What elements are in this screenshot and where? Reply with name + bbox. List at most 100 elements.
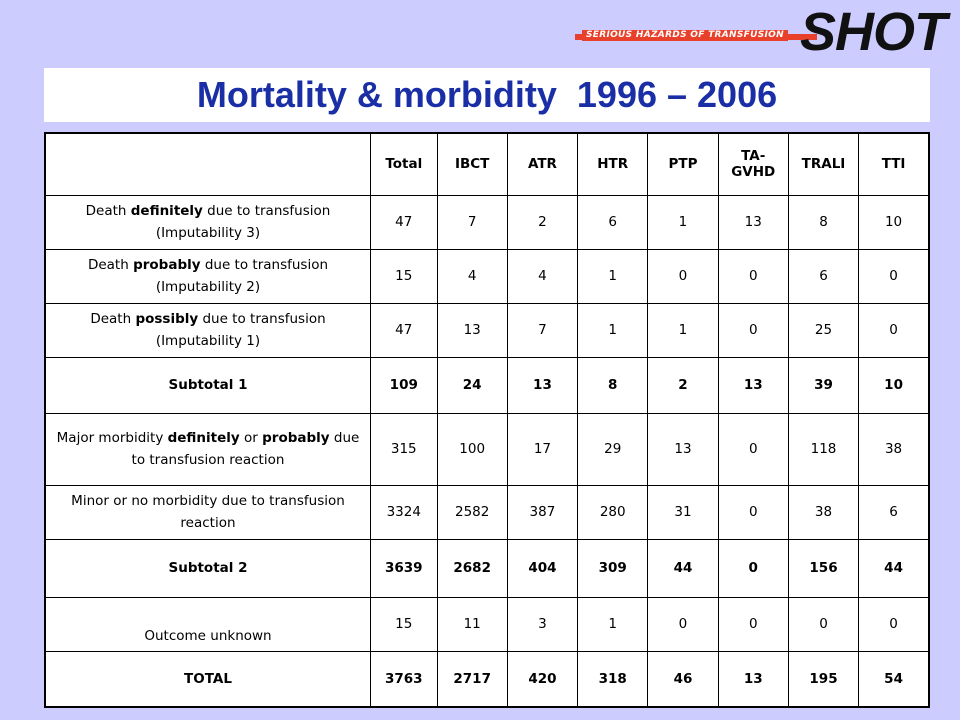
table-cell: 1 [577,248,649,304]
table-cell: 38 [787,484,860,540]
table-cell: 195 [787,650,860,708]
row-label-part: or [239,430,263,446]
logo-text: SHOT [800,2,947,62]
column-header: ATR [506,132,579,196]
table-cell: 0 [647,248,719,304]
table-header-row: Total IBCT ATR HTR PTP TA- GVHD TRALI TTI [44,132,930,196]
table-cell: 13 [436,302,508,358]
table-cell: 15 [369,248,438,304]
table-body: Death definitely due to transfusion (Imp… [44,194,930,708]
row-label-part: definitely [130,203,203,219]
table-cell: 13 [506,356,579,414]
table-cell: 13 [717,356,789,414]
page-title: Mortality & morbidity 1996 – 2006 [196,74,778,115]
column-header: TRALI [787,132,860,196]
column-header: PTP [647,132,719,196]
row-label-part: probably [133,257,201,273]
row-label-part: Major morbidity [56,430,168,446]
table-row: TOTAL 3763 2717 420 318 46 13 195 54 [44,650,930,708]
table-cell: 4 [506,248,579,304]
table-row: Death possibly due to transfusion (Imput… [44,302,930,358]
subtotal-label: Subtotal 2 [44,538,371,598]
table-cell: 315 [369,412,438,486]
row-label-part: due to transfusion (Imputability 3) [155,203,331,241]
table-cell: 0 [717,248,789,304]
table-cell: 2682 [436,538,508,598]
row-label-part: due to transfusion reaction [131,430,360,468]
table-cell: 15 [369,596,438,652]
row-label: Death definitely due to transfusion (Imp… [44,194,371,250]
row-label-part: Death [85,203,131,219]
table-cell: 156 [787,538,860,598]
table-cell: 29 [577,412,649,486]
column-header: TA- GVHD [717,132,789,196]
table-row: Subtotal 1 109 24 13 8 2 13 39 10 [44,356,930,414]
table-cell: 3324 [369,484,438,540]
table-cell: 11 [436,596,508,652]
table-cell: 0 [717,484,789,540]
table-cell: 2582 [436,484,508,540]
table-cell: 13 [717,650,789,708]
row-label-part: due to transfusion (Imputability 1) [155,311,326,349]
table-cell: 38 [858,412,930,486]
table-row: Outcome unknown 15 11 3 1 0 0 0 0 [44,596,930,652]
table-cell: 3639 [369,538,438,598]
table-cell: 47 [369,194,438,250]
table-cell: 17 [506,412,579,486]
table-cell: 109 [369,356,438,414]
table-row: Subtotal 2 3639 2682 404 309 44 0 156 44 [44,538,930,598]
table-cell: 3763 [369,650,438,708]
table-cell: 44 [858,538,930,598]
table-cell: 31 [647,484,719,540]
column-header: Total [369,132,438,196]
row-label: Death probably due to transfusion (Imput… [44,248,371,304]
table-cell: 25 [787,302,860,358]
row-label: Death possibly due to transfusion (Imput… [44,302,371,358]
table-cell: 7 [436,194,508,250]
table-cell: 420 [506,650,579,708]
total-label: TOTAL [44,650,371,708]
table-row: Major morbidity definitely or probably d… [44,412,930,486]
table-cell: 0 [858,248,930,304]
table-cell: 10 [858,356,930,414]
header-corner [44,132,371,196]
table-cell: 8 [577,356,649,414]
column-header: HTR [577,132,649,196]
column-header: TTI [858,132,930,196]
table-cell: 10 [858,194,930,250]
table-cell: 44 [647,538,719,598]
table-cell: 1 [577,596,649,652]
table-cell: 4 [436,248,508,304]
table-cell: 1 [577,302,649,358]
table-cell: 13 [717,194,789,250]
table-cell: 7 [506,302,579,358]
logo-tagline: SERIOUS HAZARDS OF TRANSFUSION [582,30,788,41]
table-cell: 318 [577,650,649,708]
table-cell: 280 [577,484,649,540]
table-cell: 54 [858,650,930,708]
table-cell: 0 [647,596,719,652]
table-cell: 2717 [436,650,508,708]
table-cell: 0 [858,596,930,652]
table-cell: 0 [717,412,789,486]
column-header: IBCT [436,132,508,196]
table-row: Death probably due to transfusion (Imput… [44,248,930,304]
table-row: Death definitely due to transfusion (Imp… [44,194,930,250]
table-cell: 100 [436,412,508,486]
title-box: Mortality & morbidity 1996 – 2006 [44,68,930,122]
table-cell: 2 [647,356,719,414]
row-label: Minor or no morbidity due to transfusion… [44,484,371,540]
row-label-part: probably [262,430,330,446]
row-label-part: Death [87,257,134,273]
table-cell: 13 [647,412,719,486]
row-label-part: Minor or no morbidity due to transfusion… [71,493,345,531]
table-cell: 309 [577,538,649,598]
subtotal-label: Subtotal 1 [44,356,371,414]
table-cell: 24 [436,356,508,414]
table-cell: 0 [787,596,860,652]
table-cell: 0 [717,596,789,652]
row-label-part: Death [90,311,136,327]
row-label-part: Outcome unknown [144,627,272,644]
row-label-part: definitely [167,430,240,446]
table-cell: 46 [647,650,719,708]
